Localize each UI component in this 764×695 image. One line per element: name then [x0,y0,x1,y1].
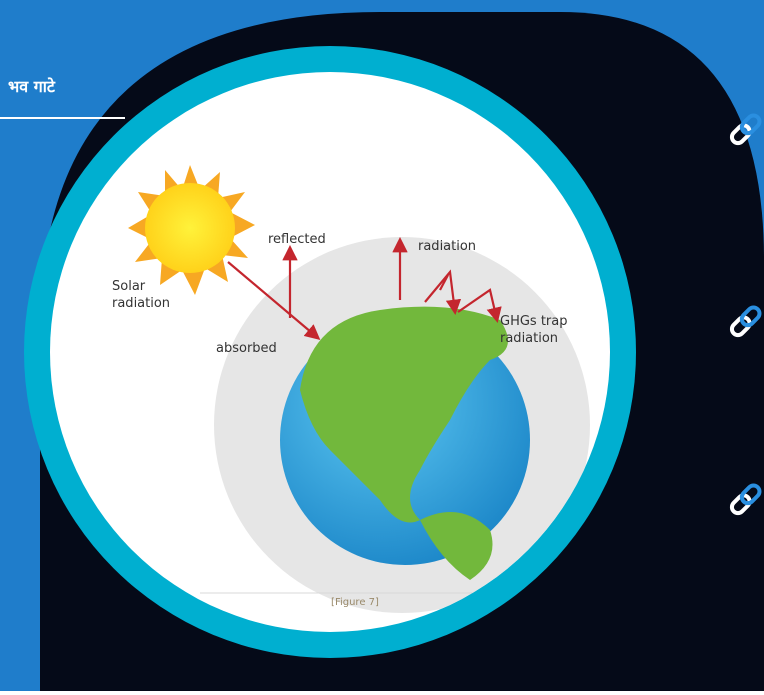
link-icon[interactable] [729,305,762,338]
link-icons [729,113,762,516]
label-solar: Solar [112,279,146,294]
label-radiation: radiation [418,239,476,254]
land [300,306,508,523]
caption: [Figure 7] [331,597,379,608]
link-icon[interactable] [729,483,762,516]
land [420,512,493,580]
link-icon[interactable] [729,113,762,146]
label-absorbed: absorbed [216,341,277,356]
header-title: भव गाटे [8,77,56,96]
sun [128,165,255,295]
label-reflected: reflected [268,232,326,247]
label-solar: radiation [112,296,170,311]
label-ghgs: radiation [500,331,558,346]
label-ghgs: GHGs trap [500,314,568,329]
diagram: reflected radiation Solar radiation abso… [112,165,590,613]
arrows [227,236,502,340]
